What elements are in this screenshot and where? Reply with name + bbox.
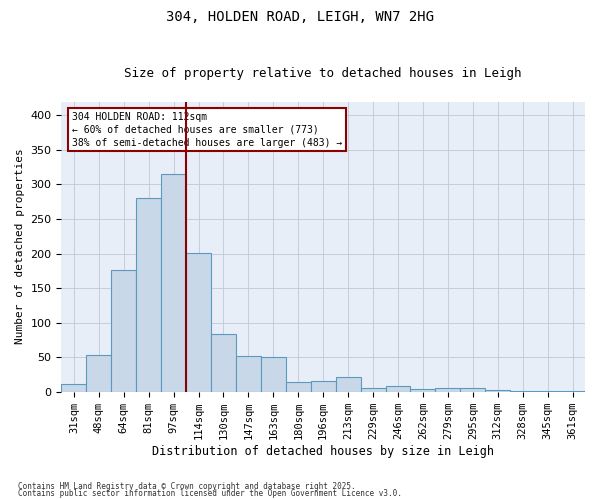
Bar	[510, 391, 535, 392]
Text: Contains public sector information licensed under the Open Government Licence v3: Contains public sector information licen…	[18, 489, 402, 498]
Bar	[335, 376, 361, 392]
Bar	[460, 388, 485, 392]
Bar	[111, 270, 136, 392]
Bar	[560, 391, 585, 392]
Bar	[211, 334, 236, 392]
Text: 304 HOLDEN ROAD: 112sqm
← 60% of detached houses are smaller (773)
38% of semi-d: 304 HOLDEN ROAD: 112sqm ← 60% of detache…	[72, 112, 342, 148]
Bar	[61, 384, 86, 392]
Bar	[535, 391, 560, 392]
Bar	[161, 174, 186, 392]
Bar	[361, 388, 386, 392]
Text: Contains HM Land Registry data © Crown copyright and database right 2025.: Contains HM Land Registry data © Crown c…	[18, 482, 356, 491]
Bar	[86, 355, 111, 392]
Y-axis label: Number of detached properties: Number of detached properties	[15, 148, 25, 344]
Text: 304, HOLDEN ROAD, LEIGH, WN7 2HG: 304, HOLDEN ROAD, LEIGH, WN7 2HG	[166, 10, 434, 24]
Bar	[286, 382, 311, 392]
Bar	[485, 390, 510, 392]
Bar	[261, 357, 286, 392]
X-axis label: Distribution of detached houses by size in Leigh: Distribution of detached houses by size …	[152, 444, 494, 458]
Bar	[136, 198, 161, 392]
Bar	[186, 253, 211, 392]
Bar	[311, 382, 335, 392]
Title: Size of property relative to detached houses in Leigh: Size of property relative to detached ho…	[124, 66, 522, 80]
Bar	[236, 356, 261, 392]
Bar	[410, 389, 436, 392]
Bar	[386, 386, 410, 392]
Bar	[436, 388, 460, 392]
